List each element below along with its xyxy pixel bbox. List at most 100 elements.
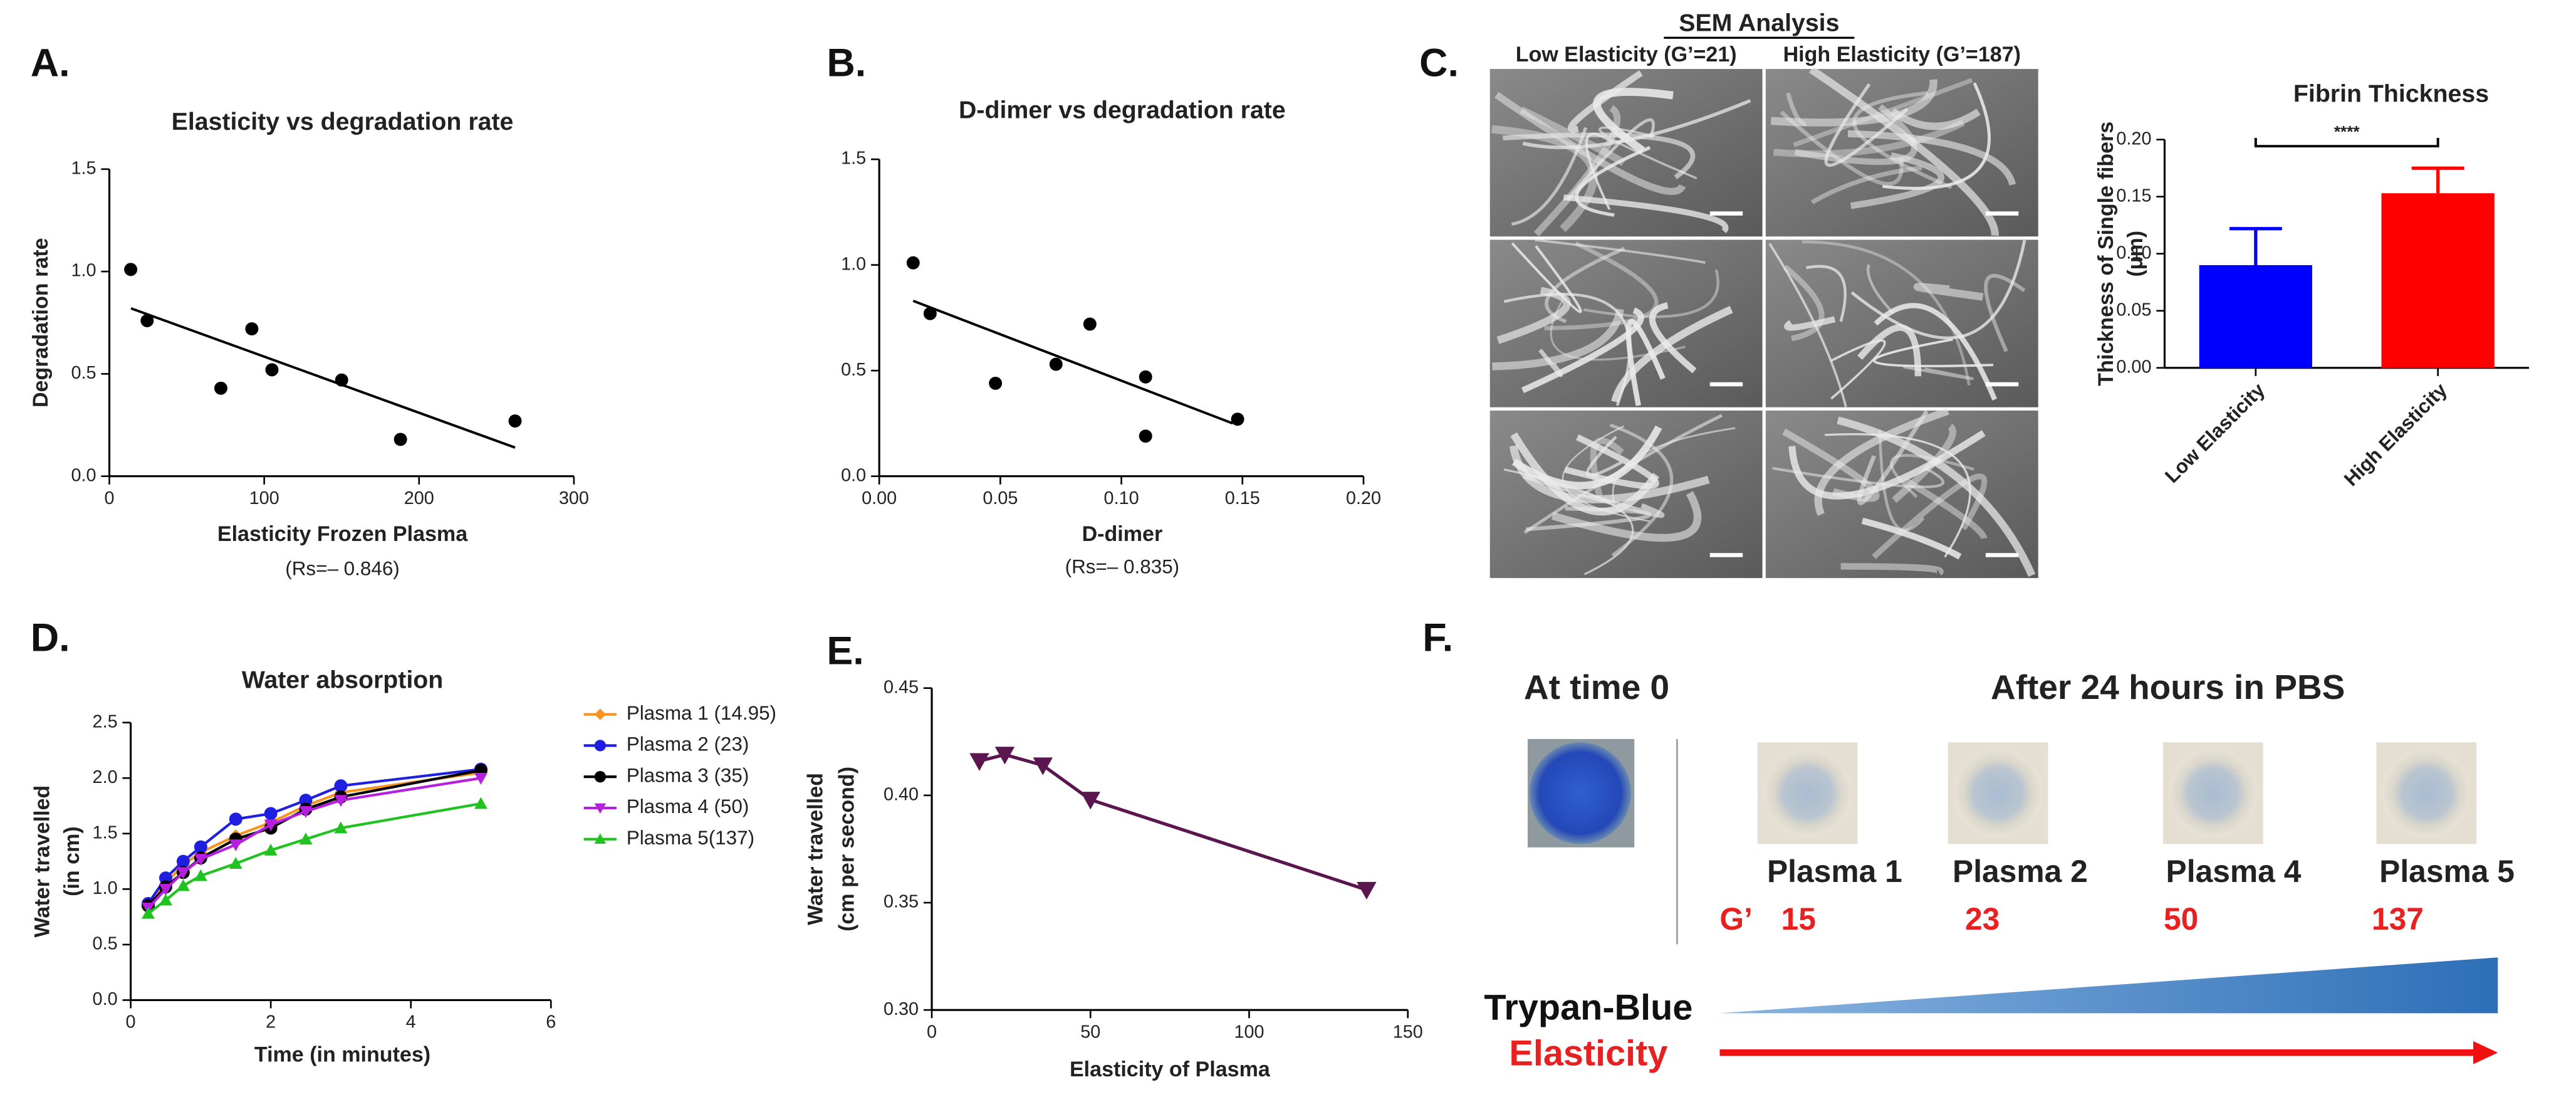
fiber [1890, 108, 1981, 130]
marker [194, 869, 207, 881]
fiber [1511, 425, 1662, 490]
sem-image [1765, 407, 2038, 579]
point [923, 307, 937, 320]
marker [264, 819, 278, 832]
x-tick-label: 100 [249, 488, 279, 508]
sem-image [1489, 69, 1763, 237]
point [335, 373, 348, 387]
y-tick-label: 1.5 [71, 158, 96, 178]
g-value: 137 [2372, 901, 2424, 937]
legend-label: Plasma 3 (35) [627, 764, 749, 786]
sample-label: Plasma 2 [1953, 854, 2088, 889]
point [140, 314, 154, 327]
panel-label: C. [1419, 41, 1459, 85]
fiber [1784, 316, 1836, 331]
y-tick-label: 0.15 [2116, 186, 2151, 206]
point [245, 322, 259, 336]
bar [2381, 193, 2495, 368]
fiber [1583, 269, 1719, 318]
fiber [1850, 239, 2026, 340]
legend-label: Plasma 2 (23) [627, 733, 749, 755]
x-tick-label: High Elasticity [2340, 379, 2451, 490]
x-tick-label: 0 [927, 1022, 937, 1042]
y-tick-label: 1.0 [841, 254, 866, 274]
photo-dish [2382, 748, 2471, 838]
g-value: 50 [2164, 901, 2198, 937]
marker [159, 893, 172, 906]
fiber [1544, 241, 1659, 330]
marker [594, 740, 606, 752]
error-bar [2229, 227, 2282, 265]
y-tick-label: 0.00 [2116, 357, 2151, 377]
x-axis-label: Elasticity of Plasma [1070, 1058, 1271, 1081]
point [265, 363, 279, 377]
sample-label: Plasma 1 [1767, 854, 1902, 889]
x-tick-label: 0.20 [1346, 488, 1381, 508]
fiber [1837, 416, 2036, 577]
note: (Rs=– 0.835) [1065, 556, 1180, 578]
marker [594, 708, 606, 720]
fiber [1511, 242, 1582, 313]
point [394, 433, 407, 446]
marker [969, 753, 989, 771]
fiber [1802, 240, 1971, 386]
note: (Rs=– 0.846) [285, 557, 400, 579]
fiber [1568, 70, 1643, 133]
marker [142, 906, 155, 919]
marker [1033, 757, 1053, 775]
x-tick-label: 4 [406, 1012, 416, 1032]
fiber [1780, 110, 1904, 186]
fiber [1611, 306, 1733, 403]
fiber [1535, 238, 1706, 264]
fiber [1492, 308, 1624, 370]
point [1231, 412, 1244, 426]
fiber [1491, 125, 1598, 233]
point [1049, 357, 1063, 371]
fiber [1609, 423, 1674, 557]
y-tick-label: 0.5 [93, 933, 118, 953]
fiber [1773, 119, 1965, 157]
g-label: G’ [1719, 901, 1753, 937]
y-tick-label: 0.45 [884, 677, 919, 697]
y-tick-label: 0.10 [2116, 243, 2151, 263]
fiber [1902, 477, 1988, 540]
sem-image-bg [1489, 69, 1763, 237]
x-tick-label: 150 [1393, 1022, 1423, 1042]
point [214, 381, 227, 395]
fiber [1575, 145, 1651, 217]
x-tick-label: 0.00 [862, 488, 897, 508]
marker [594, 803, 606, 814]
fiber [1873, 338, 1994, 367]
x-tick-label: 0 [126, 1012, 136, 1032]
after-title: After 24 hours in PBS [1991, 668, 2345, 706]
fiber [1874, 303, 1998, 401]
fiber [1852, 91, 1953, 189]
fiber [1882, 82, 1991, 190]
sem-image [1765, 66, 2038, 237]
chart-title: Fibrin Thickness [2293, 80, 2489, 107]
y-tick-label: 1.5 [93, 822, 118, 842]
fiber [1872, 473, 1988, 560]
bar [2199, 265, 2312, 368]
x-tick-label: 6 [546, 1012, 556, 1032]
line [979, 753, 1367, 891]
marker [334, 779, 348, 793]
photo-dish [2169, 748, 2258, 838]
sem-column-label: Low Elasticity (G’=21) [1516, 43, 1737, 66]
y-tick-label: 0.0 [93, 989, 118, 1009]
y-tick-label: 0.0 [841, 465, 866, 485]
fiber [1913, 283, 1984, 301]
marker [334, 795, 348, 807]
sem-column-label: High Elasticity (G’=187) [1783, 43, 2021, 66]
y-tick-label: 0.40 [884, 784, 919, 804]
x-tick-label: 2 [266, 1012, 276, 1032]
marker [594, 770, 606, 783]
x-tick-label: Low Elasticity [2161, 379, 2269, 487]
marker [334, 821, 348, 834]
fiber [1783, 265, 1825, 342]
point [1083, 317, 1097, 331]
fiber [1523, 473, 1665, 518]
y-tick-label: 2.0 [93, 767, 118, 787]
photo-dish [1763, 748, 1852, 838]
